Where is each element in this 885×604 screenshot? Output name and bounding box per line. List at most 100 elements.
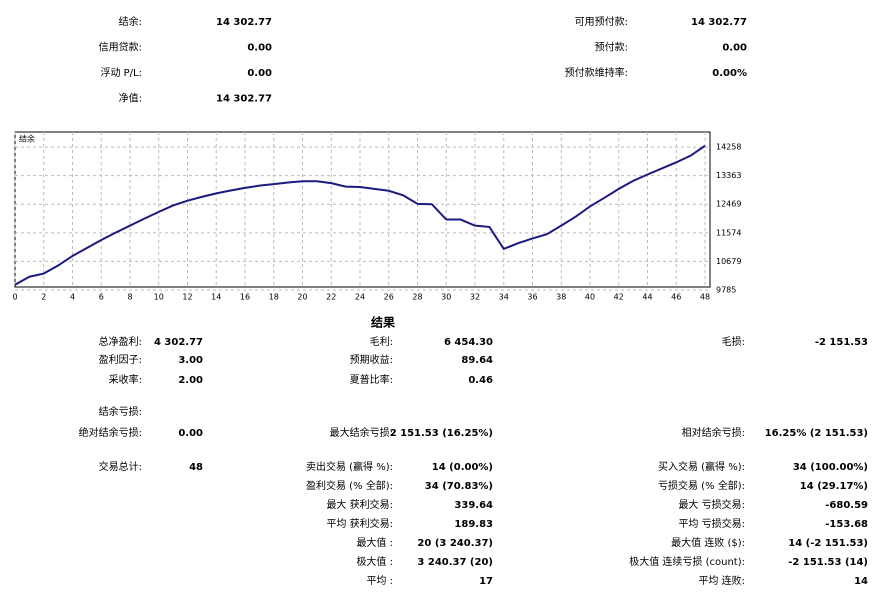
x-tick-label: 26 [384, 293, 394, 302]
x-tick-label: 46 [671, 293, 681, 302]
y-tick-label: 9785 [716, 286, 736, 295]
summary-value: 0.00 [247, 43, 272, 54]
x-tick-label: 2 [41, 293, 46, 302]
result-value: 6 454.30 [444, 337, 493, 348]
result-value: 48 [189, 462, 203, 473]
result-label: 平均 连败: [698, 574, 745, 587]
summary-label: 结余: [119, 15, 142, 28]
result-value: -680.59 [825, 500, 868, 511]
y-tick-label: 12469 [716, 200, 741, 209]
result-label: 交易总计: [99, 460, 142, 473]
x-tick-label: 38 [556, 293, 566, 302]
result-label: 极大值 : [356, 555, 393, 568]
x-tick-label: 28 [412, 293, 422, 302]
result-label: 采收率: [109, 373, 142, 386]
result-label: 亏损交易 (% 全部): [658, 479, 745, 492]
result-value: -153.68 [825, 519, 868, 530]
result-label: 总净盈利: [99, 335, 142, 348]
x-tick-label: 14 [211, 293, 221, 302]
x-tick-label: 44 [642, 293, 652, 302]
x-tick-label: 18 [269, 293, 279, 302]
x-tick-label: 12 [182, 293, 192, 302]
y-tick-label: 14258 [716, 143, 741, 152]
summary-value: 0.00 [722, 43, 747, 54]
result-value: 339.64 [454, 500, 493, 511]
chart-title: 结余 [19, 134, 35, 144]
result-value: 89.64 [461, 355, 493, 366]
result-value: 14 (-2 151.53) [788, 538, 868, 549]
x-tick-label: 0 [12, 293, 17, 302]
x-tick-label: 40 [585, 293, 595, 302]
x-tick-label: 6 [99, 293, 104, 302]
result-value: 189.83 [454, 519, 493, 530]
results-title: 结果 [371, 315, 395, 330]
x-tick-label: 36 [527, 293, 537, 302]
x-tick-label: 10 [154, 293, 164, 302]
result-label: 盈利交易 (% 全部): [306, 479, 393, 492]
result-value: 16.25% (2 151.53) [765, 428, 868, 439]
x-tick-label: 24 [355, 293, 365, 302]
summary-label: 可用预付款: [575, 15, 628, 28]
result-label: 结余亏损: [99, 405, 142, 418]
result-value: 14 (0.00%) [432, 462, 493, 473]
balance-line [14, 144, 706, 286]
result-value: 14 (29.17%) [800, 481, 868, 492]
result-label: 买入交易 (赢得 %): [658, 460, 745, 473]
result-value: 2.00 [178, 375, 203, 386]
x-tick-label: 4 [70, 293, 75, 302]
result-label: 盈利因子: [99, 354, 142, 366]
x-tick-label: 42 [614, 293, 624, 302]
result-value: 34 (100.00%) [793, 462, 868, 473]
result-label: 最大结余亏损: [330, 426, 393, 439]
x-tick-label: 48 [700, 293, 710, 302]
summary-label: 预付款维持率: [565, 66, 628, 79]
result-label: 相对结余亏损: [682, 426, 745, 439]
result-value: 0.00 [178, 428, 203, 439]
result-label: 最大 亏损交易: [678, 498, 745, 511]
result-label: 夏普比率: [350, 373, 393, 386]
result-label: 最大值 连败 ($): [671, 536, 745, 549]
result-value: 34 (70.83%) [425, 481, 493, 492]
result-value: 20 (3 240.37) [417, 538, 493, 549]
summary-value: 14 302.77 [216, 17, 272, 28]
x-tick-label: 34 [499, 293, 509, 302]
result-label: 毛损: [722, 335, 745, 348]
y-tick-label: 11574 [716, 228, 741, 237]
result-value: 2 151.53 (16.25%) [390, 428, 493, 439]
result-label: 最大值 : [356, 536, 393, 549]
summary-value: 0.00 [247, 68, 272, 79]
result-label: 最大 获利交易: [326, 498, 393, 511]
result-value: -2 151.53 (14) [788, 557, 868, 568]
result-value: 3.00 [178, 355, 203, 366]
result-label: 平均 亏损交易: [678, 517, 745, 530]
x-tick-label: 20 [297, 293, 307, 302]
summary-value: 0.00% [712, 68, 747, 79]
result-label: 极大值 连续亏损 (count): [629, 555, 745, 568]
y-tick-label: 13363 [716, 171, 741, 180]
result-label: 绝对结余亏损: [79, 426, 142, 439]
x-tick-label: 8 [127, 293, 132, 302]
result-label: 平均 获利交易: [326, 517, 393, 530]
result-label: 毛利: [370, 336, 393, 348]
x-tick-label: 32 [470, 293, 480, 302]
chart-frame [14, 131, 711, 288]
result-value: 14 [854, 576, 868, 587]
summary-value: 14 302.77 [216, 94, 272, 105]
summary-label: 浮动 P/L: [100, 67, 142, 79]
result-value: 4 302.77 [154, 337, 203, 348]
x-tick-label: 16 [240, 293, 250, 302]
y-tick-label: 10679 [716, 257, 741, 266]
result-label: 预期收益: [350, 353, 393, 366]
x-tick-label: 30 [441, 293, 451, 302]
result-label: 平均 : [366, 575, 393, 587]
summary-label: 预付款: [595, 41, 628, 54]
result-value: 0.46 [468, 375, 493, 386]
x-tick-label: 22 [326, 293, 336, 302]
result-value: -2 151.53 [815, 337, 868, 348]
summary-value: 14 302.77 [691, 17, 747, 28]
result-label: 卖出交易 (赢得 %): [306, 460, 393, 473]
summary-label: 净值: [119, 92, 142, 105]
result-value: 3 240.37 (20) [417, 557, 493, 568]
result-value: 17 [479, 576, 493, 587]
